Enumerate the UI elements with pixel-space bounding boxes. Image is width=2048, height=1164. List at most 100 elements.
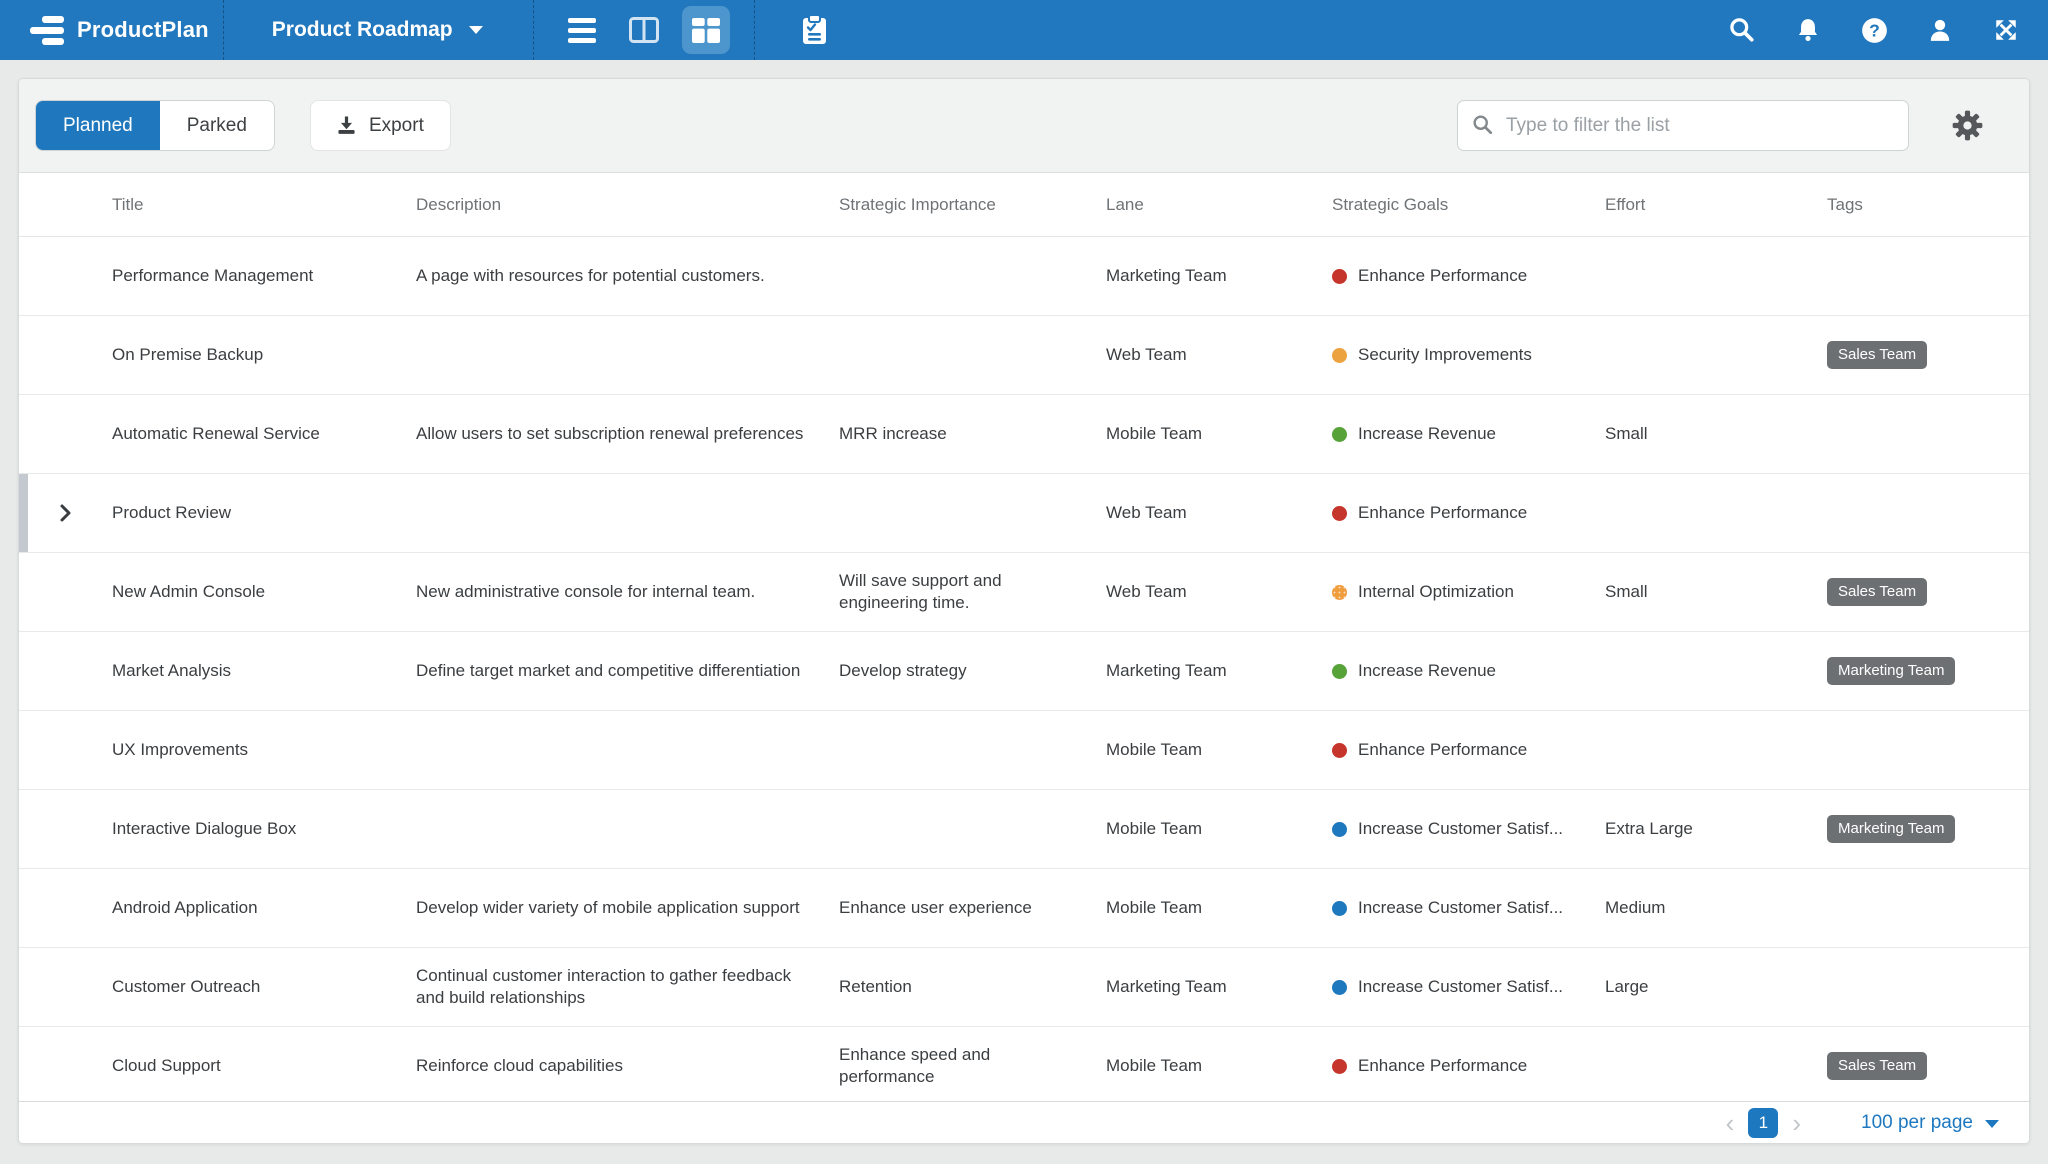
clipboard-icon — [803, 15, 827, 44]
table-view-button[interactable] — [681, 6, 730, 54]
list-view-card: Planned Parked Export — [18, 78, 2030, 1144]
column-header-effort[interactable]: Effort — [1605, 194, 1646, 214]
row-title: Interactive Dialogue Box — [112, 818, 297, 838]
row-description: Continual customer interaction to gather… — [416, 965, 792, 1007]
goal-color-dot-icon — [1332, 742, 1347, 758]
help-icon: ? — [1861, 17, 1887, 43]
goal-label: Enhance Performance — [1358, 265, 1528, 285]
brand[interactable]: ProductPlan — [0, 0, 223, 60]
prev-page-button[interactable]: ‹ — [1725, 1107, 1735, 1138]
row-lane: Web Team — [1106, 344, 1187, 364]
settings-button[interactable] — [1945, 104, 1989, 148]
table-row[interactable]: Performance Management A page with resou… — [19, 237, 2029, 316]
roadmap-title: Product Roadmap — [271, 18, 453, 41]
table-row[interactable]: Market Analysis Define target market and… — [19, 632, 2029, 711]
goal-label: Enhance Performance — [1358, 1055, 1528, 1075]
table-row[interactable]: Android Application Develop wider variet… — [19, 869, 2029, 948]
row-strategic-goal: Enhance Performance — [1332, 265, 1605, 287]
expand-icon — [1996, 20, 2016, 40]
account-button[interactable] — [1918, 6, 1962, 54]
table-row[interactable]: New Admin Console New administrative con… — [19, 553, 2029, 632]
column-header-description[interactable]: Description — [416, 194, 502, 214]
row-description: Define target market and competitive dif… — [416, 660, 801, 680]
help-button[interactable]: ? — [1852, 6, 1896, 54]
planning-board-button[interactable] — [791, 6, 839, 54]
row-lane: Web Team — [1106, 581, 1187, 601]
planned-parked-toggle: Planned Parked — [35, 100, 275, 151]
row-description: Allow users to set subscription renewal … — [416, 423, 804, 443]
table-row[interactable]: Interactive Dialogue Box Mobile Team Inc… — [19, 790, 2029, 869]
table-row[interactable]: UX Improvements Mobile Team Enhance Perf… — [19, 711, 2029, 790]
table-row[interactable]: Customer Outreach Continual customer int… — [19, 948, 2029, 1027]
row-title: New Admin Console — [112, 581, 266, 601]
search-icon — [1730, 18, 1754, 42]
search-icon — [1473, 115, 1493, 135]
row-strategic-importance: MRR increase — [839, 423, 947, 443]
row-strategic-goal: Increase Revenue — [1332, 423, 1605, 445]
goal-label: Increase Customer Satisf... — [1358, 976, 1564, 996]
goal-label: Increase Revenue — [1358, 660, 1496, 680]
pagination: ‹ 1 › — [1724, 1107, 1803, 1138]
goal-color-dot-icon — [1332, 821, 1347, 837]
goal-color-dot-icon — [1332, 347, 1347, 363]
goal-label: Increase Customer Satisf... — [1358, 897, 1564, 917]
nav-divider — [532, 0, 534, 60]
planned-tab[interactable]: Planned — [36, 101, 160, 150]
notifications-button[interactable] — [1786, 6, 1830, 54]
column-header-strategic-importance[interactable]: Strategic Importance — [839, 194, 996, 214]
parked-tab[interactable]: Parked — [186, 114, 247, 136]
nav-divider — [222, 0, 224, 60]
goal-label: Enhance Performance — [1358, 739, 1528, 759]
row-lane: Web Team — [1106, 502, 1187, 522]
export-label: Export — [368, 114, 424, 136]
goal-label: Internal Optimization — [1358, 581, 1514, 601]
row-effort: Extra Large — [1605, 818, 1693, 838]
filter-input[interactable] — [1457, 100, 1909, 151]
row-strategic-goal: Enhance Performance — [1332, 1055, 1605, 1077]
roadmap-selector[interactable]: Product Roadmap — [224, 0, 533, 60]
column-header-strategic-goals[interactable]: Strategic Goals — [1332, 194, 1449, 214]
goal-color-dot-icon — [1332, 663, 1347, 679]
column-header-tags[interactable]: Tags — [1827, 194, 1863, 214]
row-description: A page with resources for potential cust… — [416, 265, 765, 285]
list-view-button[interactable] — [558, 6, 606, 54]
current-page-button[interactable]: 1 — [1748, 1107, 1779, 1138]
search-button[interactable] — [1720, 6, 1764, 54]
table-footer: ‹ 1 › 100 per page — [19, 1101, 2029, 1143]
expand-row-button[interactable] — [19, 474, 112, 552]
table-row[interactable]: Product Review Web Team Enhance Performa… — [19, 474, 2029, 553]
row-lane: Mobile Team — [1106, 423, 1203, 443]
row-title: Cloud Support — [112, 1055, 221, 1075]
row-title: Product Review — [112, 502, 232, 522]
row-lane: Mobile Team — [1106, 739, 1203, 759]
table-row[interactable]: Cloud Support Reinforce cloud capabiliti… — [19, 1027, 2029, 1101]
columns-view-button[interactable] — [620, 6, 668, 54]
row-effort: Small — [1605, 581, 1648, 601]
row-strategic-goal: Internal Optimization — [1332, 581, 1605, 603]
column-header-title[interactable]: Title — [112, 194, 144, 214]
planning-board-section — [755, 0, 875, 60]
row-tags: Sales Team — [1827, 577, 2029, 607]
next-page-button[interactable]: › — [1792, 1107, 1801, 1138]
gear-icon — [1952, 110, 1982, 141]
per-page-selector[interactable]: 100 per page — [1861, 1112, 1999, 1134]
download-icon — [338, 116, 355, 134]
row-strategic-importance: Enhance speed and performance — [839, 1044, 991, 1086]
goal-label: Enhance Performance — [1358, 502, 1528, 522]
row-lane: Mobile Team — [1106, 897, 1203, 917]
goal-color-dot-icon — [1332, 900, 1347, 916]
fullscreen-button[interactable] — [1984, 6, 2028, 54]
tag-badge: Marketing Team — [1827, 656, 1956, 686]
column-header-lane[interactable]: Lane — [1106, 194, 1144, 214]
row-strategic-goal: Increase Customer Satisf... — [1332, 818, 1605, 840]
row-strategic-goal: Increase Customer Satisf... — [1332, 976, 1605, 998]
productplan-logo-icon — [30, 15, 64, 45]
table-row[interactable]: On Premise Backup Web Team Security Impr… — [19, 316, 2029, 395]
export-button[interactable]: Export — [309, 100, 451, 151]
goal-color-dot-icon — [1332, 1058, 1347, 1074]
goal-color-dot-icon — [1332, 268, 1347, 284]
table-row[interactable]: Automatic Renewal Service Allow users to… — [19, 395, 2029, 474]
row-tags: Marketing Team — [1827, 656, 2029, 686]
nav-divider — [753, 0, 755, 60]
roadmap-table: Title Description Strategic Importance L… — [19, 173, 2029, 1101]
